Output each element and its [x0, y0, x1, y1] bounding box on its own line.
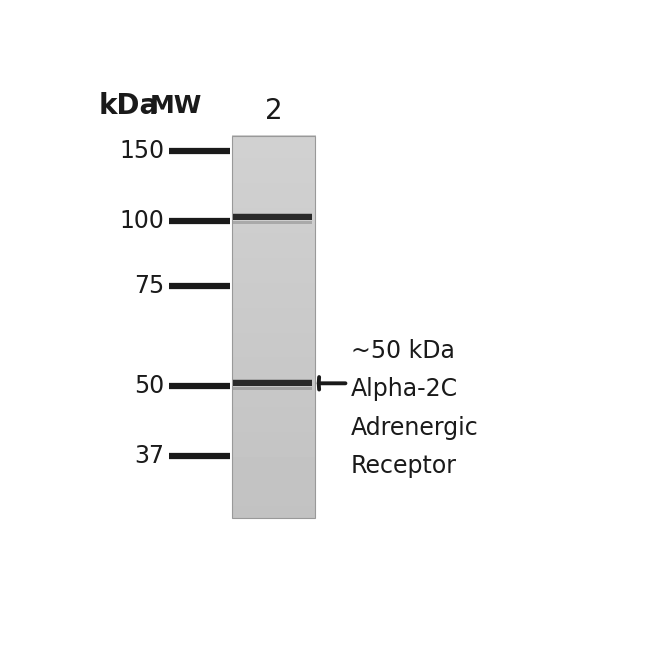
Bar — [233, 387, 312, 390]
Text: Adrenergic: Adrenergic — [351, 416, 478, 440]
Text: ~50 kDa: ~50 kDa — [351, 339, 454, 363]
Text: 75: 75 — [134, 274, 164, 298]
Bar — [233, 380, 312, 386]
Text: Alpha-2C: Alpha-2C — [351, 377, 458, 401]
Text: Receptor: Receptor — [351, 454, 457, 478]
Text: 37: 37 — [135, 444, 164, 468]
Text: MW: MW — [150, 94, 202, 118]
Text: kDa: kDa — [99, 92, 159, 120]
Bar — [233, 379, 312, 382]
Text: 2: 2 — [265, 97, 283, 125]
Bar — [233, 220, 312, 224]
Text: 150: 150 — [119, 138, 164, 162]
Bar — [233, 136, 315, 519]
Bar — [233, 213, 312, 216]
Bar — [233, 214, 312, 220]
Text: 100: 100 — [120, 209, 164, 233]
Text: 50: 50 — [134, 374, 164, 398]
